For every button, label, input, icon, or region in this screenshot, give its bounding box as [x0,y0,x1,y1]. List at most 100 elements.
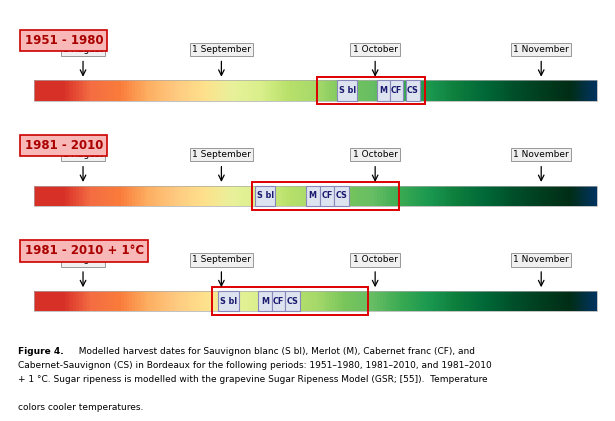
Bar [425,291,428,311]
Bar [256,186,259,206]
Bar [402,80,405,101]
Bar [532,291,534,311]
Bar [48,80,50,101]
Bar [279,80,282,101]
Bar [290,186,293,206]
Bar [39,186,42,206]
Bar [42,186,45,206]
Bar [216,80,220,101]
Bar [312,186,315,206]
Bar [563,186,566,206]
Bar [391,186,394,206]
Bar [70,186,73,206]
Bar [37,186,39,206]
Bar [183,186,186,206]
Bar [475,80,478,101]
Text: 1 October: 1 October [353,45,397,54]
Bar [549,80,552,101]
Bar [273,80,276,101]
Bar [57,186,59,206]
Text: S bl: S bl [339,86,355,95]
Bar [166,186,169,206]
Bar [301,186,304,206]
Bar [394,291,397,311]
Bar [593,291,597,311]
Bar [554,186,557,206]
Bar [34,291,597,311]
Bar [132,80,135,101]
Bar [532,186,534,206]
Bar [253,186,256,206]
Bar [177,291,180,311]
Bar [250,186,253,206]
Bar [411,186,414,206]
Bar [121,186,124,206]
Bar [534,291,538,311]
Bar [194,80,197,101]
Bar [509,291,512,311]
Bar [419,291,422,311]
Text: 1 November: 1 November [514,150,569,159]
Bar [450,186,453,206]
Bar [461,291,464,311]
Bar [329,186,332,206]
Bar [498,291,501,311]
Bar [368,80,371,101]
Bar [315,186,318,206]
Bar [293,186,295,206]
Bar [327,186,329,206]
Bar [501,186,504,206]
Bar [202,80,205,101]
Bar [191,80,194,101]
Bar [490,186,493,206]
Bar [526,291,529,311]
Bar [34,80,597,101]
Bar [45,291,48,311]
Bar [571,186,574,206]
Bar [315,291,318,311]
Bar [341,291,343,311]
Bar [183,291,186,311]
Bar [87,186,90,206]
Bar [560,186,563,206]
Bar [515,80,518,101]
Bar [245,186,248,206]
Bar [118,80,121,101]
Bar [298,80,301,101]
Bar [101,80,104,101]
Bar [523,80,526,101]
Bar [375,291,377,311]
Bar [282,291,284,311]
Bar [323,291,327,311]
Bar [352,291,355,311]
Bar [360,80,363,101]
Bar [309,291,312,311]
Bar [334,186,349,206]
Bar [526,186,529,206]
Bar [223,291,225,311]
Text: M: M [309,191,317,200]
Bar [157,80,161,101]
Bar [355,186,357,206]
Bar [135,186,138,206]
Bar [177,80,180,101]
Bar [509,186,512,206]
Bar [515,291,518,311]
Bar [245,80,248,101]
Bar [332,186,335,206]
Bar [386,186,388,206]
Bar [259,291,262,311]
Bar [54,186,57,206]
Bar [79,186,82,206]
Bar [518,80,520,101]
Bar [549,186,552,206]
Bar [520,186,523,206]
Bar [459,291,461,311]
Bar [79,80,82,101]
Bar [104,291,107,311]
Bar [416,291,419,311]
Text: 1 October: 1 October [353,150,397,159]
Bar [554,80,557,101]
Bar [65,291,68,311]
Bar [253,291,256,311]
